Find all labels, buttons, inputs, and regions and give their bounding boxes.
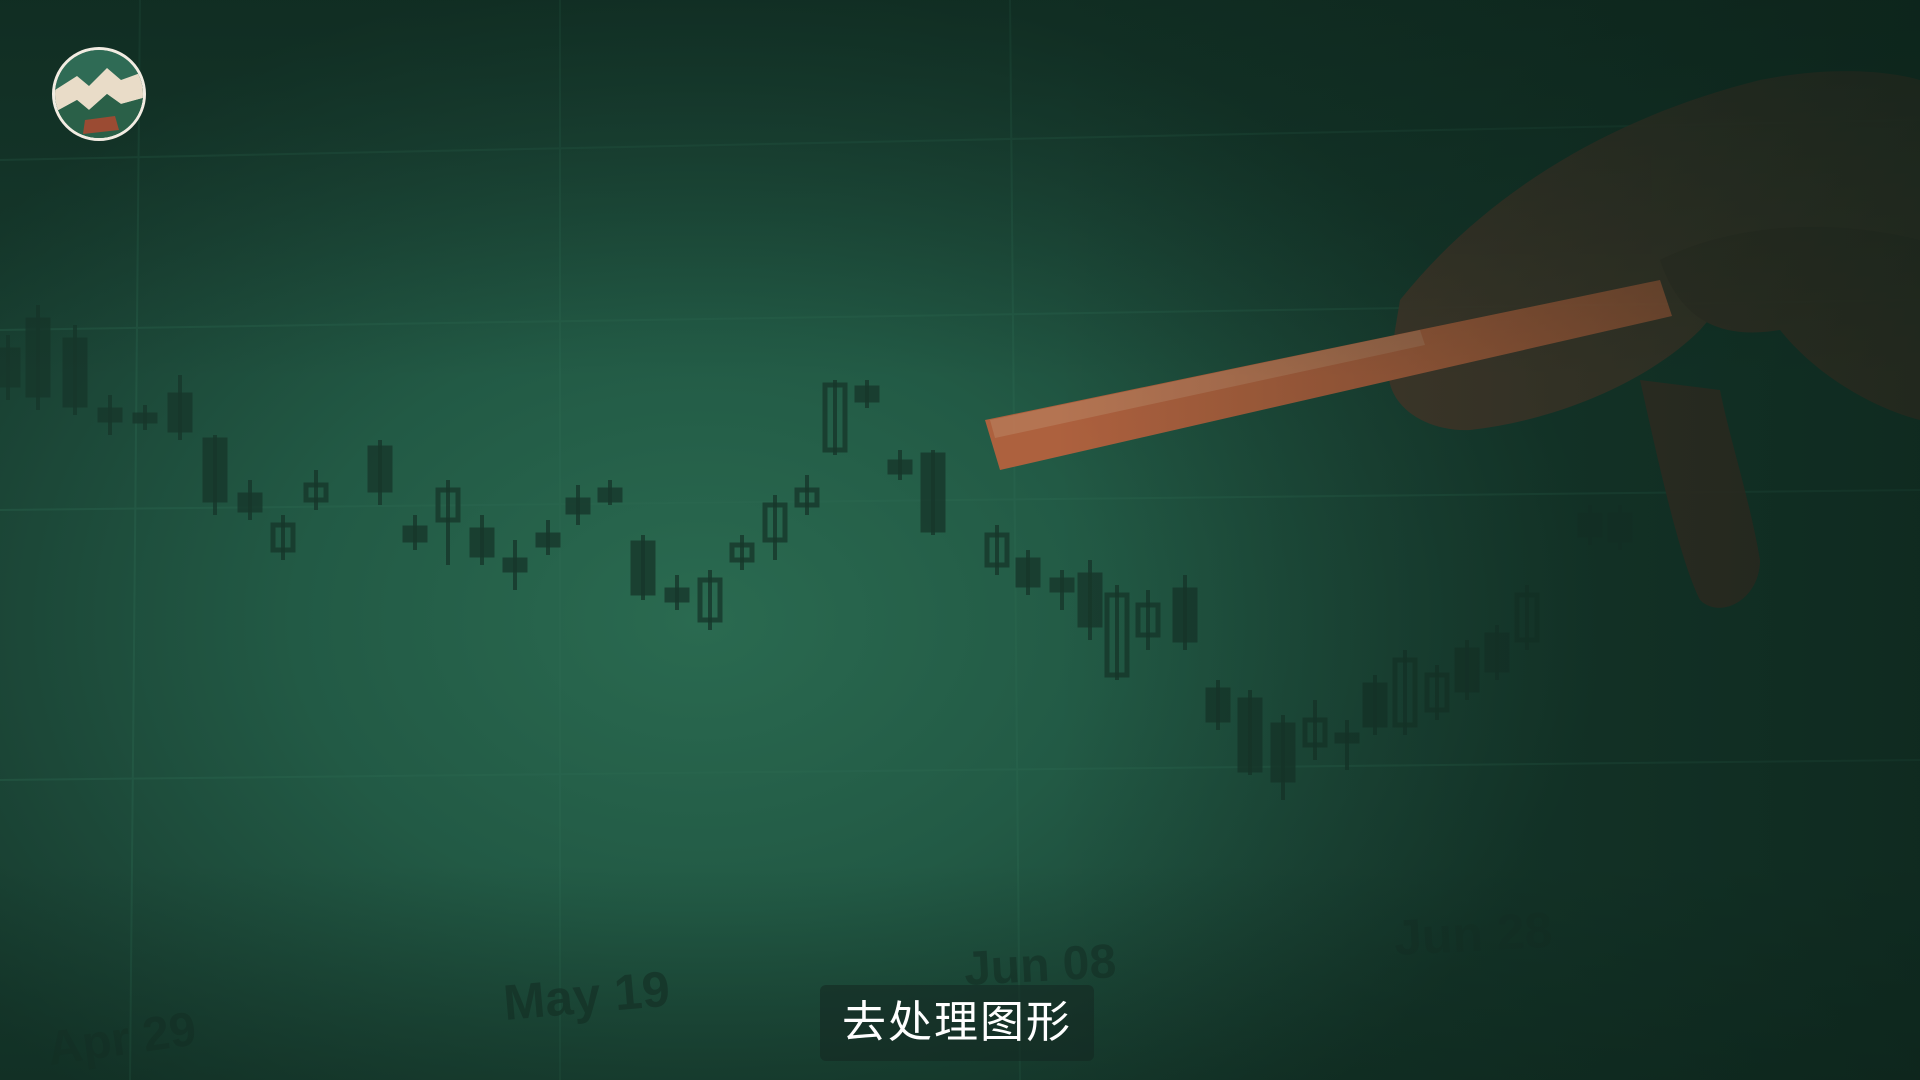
candle-body <box>1237 697 1263 773</box>
candle-body <box>0 347 21 388</box>
candle-body <box>1077 572 1103 628</box>
candle-body <box>202 437 228 503</box>
candle-body <box>887 459 913 475</box>
candle-body <box>1049 577 1075 593</box>
candle-body <box>1172 587 1198 643</box>
candle-body <box>237 492 263 513</box>
candle-body <box>630 540 656 596</box>
candle-body <box>535 532 561 548</box>
candle-body <box>565 497 591 515</box>
hand-holding-pen <box>985 71 1920 608</box>
gridline <box>129 0 141 1080</box>
mountain-logo-icon <box>52 47 146 141</box>
candle-body <box>664 587 690 603</box>
candle-body <box>1484 632 1510 673</box>
gridline <box>1009 0 1021 1080</box>
candle-body <box>97 407 123 423</box>
candle-body <box>167 392 193 433</box>
x-axis-date-label: May 19 <box>501 961 672 1031</box>
candle-body <box>1577 512 1603 538</box>
candle-body <box>1607 512 1633 543</box>
candle-body <box>1454 647 1480 693</box>
candle-body <box>402 525 428 543</box>
gridline <box>0 489 1920 511</box>
candle-body <box>1362 682 1388 728</box>
candle-body <box>132 412 158 424</box>
x-axis-date-label: Jun 28 <box>1393 902 1554 966</box>
candle-body <box>1205 687 1231 723</box>
candle-body <box>25 317 51 398</box>
candle-body <box>1270 722 1296 783</box>
candle-body <box>469 527 495 558</box>
candle-body <box>597 487 623 503</box>
x-axis-date-label: Apr 29 <box>44 1003 199 1076</box>
candle-body <box>1015 557 1041 588</box>
candle-body <box>1334 732 1360 744</box>
candle-body <box>920 452 946 533</box>
candle-body <box>854 385 880 403</box>
subtitle-caption: 去处理图形 <box>820 985 1094 1061</box>
finger-shape <box>1640 380 1760 608</box>
gridline <box>0 759 1920 781</box>
candle-body <box>62 337 88 408</box>
candle-body <box>367 445 393 493</box>
candle-body <box>502 557 528 573</box>
